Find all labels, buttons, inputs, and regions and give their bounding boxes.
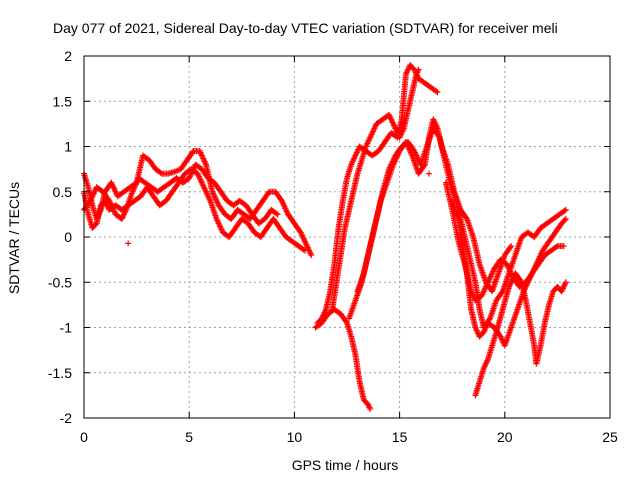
point-fall-1-193 bbox=[561, 217, 568, 224]
point-rise-4-134 bbox=[420, 162, 427, 169]
x-tick-label-4: 20 bbox=[497, 429, 513, 445]
point-rise-5-347 bbox=[562, 206, 569, 213]
point-rise-1-209 bbox=[434, 89, 441, 96]
data-points bbox=[81, 62, 569, 412]
axis-ticks bbox=[83, 55, 611, 419]
series-rise-3 bbox=[329, 66, 422, 313]
y-tick-label-1: -1.5 bbox=[48, 365, 72, 381]
point-track-c-193 bbox=[273, 210, 280, 217]
point-track-a-271 bbox=[308, 252, 315, 259]
point-fall-3-161 bbox=[560, 243, 567, 250]
point-track-b-245 bbox=[301, 247, 308, 254]
point-track-a-107 bbox=[157, 169, 164, 176]
point-rise-4-298 bbox=[508, 243, 515, 250]
y-tick-label-6: 1 bbox=[64, 139, 72, 155]
point-isolated-0 bbox=[125, 240, 132, 247]
y-tick-label-7: 1.5 bbox=[53, 93, 73, 109]
series-rise-2 bbox=[312, 306, 374, 412]
x-tick-label-2: 10 bbox=[287, 429, 303, 445]
x-tick-label-5: 25 bbox=[602, 429, 618, 445]
x-tick-label-0: 0 bbox=[80, 429, 88, 445]
y-axis-title: SDTVAR / TECUs bbox=[6, 182, 22, 294]
point-rise-5-138 bbox=[435, 133, 442, 140]
x-axis-title: GPS time / hours bbox=[292, 457, 399, 473]
point-rise-2-82 bbox=[367, 405, 374, 412]
point-rise-5-346 bbox=[561, 207, 568, 214]
point-fall-1-194 bbox=[562, 215, 569, 222]
x-tick-labels: 0 5 10 15 20 25 bbox=[80, 429, 618, 445]
y-tick-label-4: 0 bbox=[64, 229, 72, 245]
point-rise-4-297 bbox=[507, 244, 514, 251]
series-rise-5 bbox=[354, 125, 569, 331]
point-fall-3-156 bbox=[553, 243, 560, 250]
series-fall-3 bbox=[442, 179, 567, 304]
point-fall-2-187 bbox=[562, 279, 569, 286]
y-tick-label-8: 2 bbox=[64, 48, 72, 64]
point-rise-3-179 bbox=[415, 66, 422, 73]
point-track-b-244 bbox=[300, 246, 307, 253]
x-tick-label-3: 15 bbox=[392, 429, 408, 445]
point-isolated-1 bbox=[426, 170, 433, 177]
series-fall-1 bbox=[449, 197, 569, 349]
y-tick-label-2: -1 bbox=[60, 320, 73, 336]
x-tick-label-1: 5 bbox=[185, 429, 193, 445]
point-track-c-194 bbox=[274, 211, 281, 218]
point-rise-1-208 bbox=[433, 88, 440, 95]
y-tick-label-0: -2 bbox=[60, 410, 73, 426]
chart-title: Day 077 of 2021, Sidereal Day-to-day VTE… bbox=[53, 20, 558, 36]
y-tick-label-5: 0.5 bbox=[53, 184, 73, 200]
y-tick-label-3: -0.5 bbox=[48, 274, 72, 290]
series-track-c bbox=[81, 161, 281, 227]
y-tick-labels: -2 -1.5 -1 -0.5 0 0.5 1 1.5 2 bbox=[48, 48, 72, 426]
